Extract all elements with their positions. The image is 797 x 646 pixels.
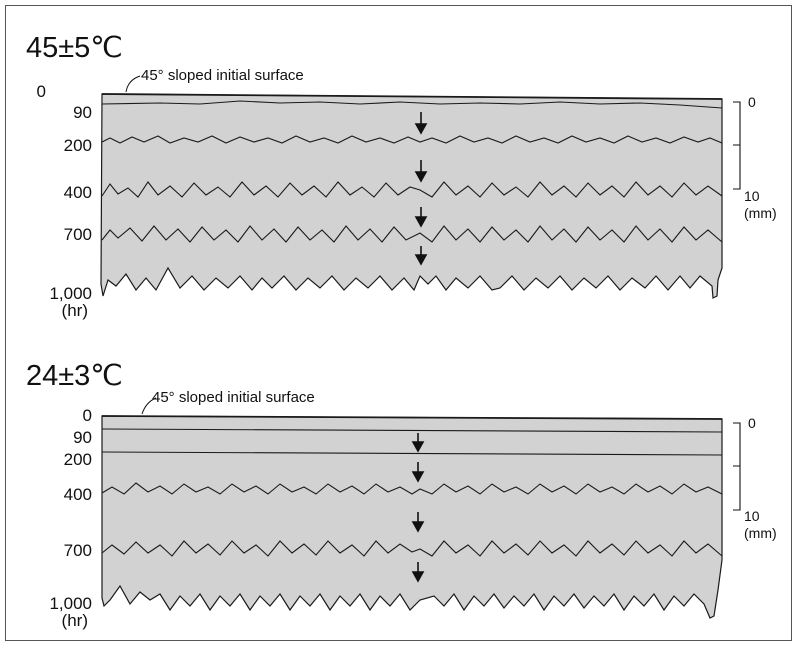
down-arrow-icon [414,254,428,266]
down-arrow-icon [411,471,425,483]
time-label-0: 0 [83,406,92,425]
profile-200hr [101,451,723,456]
scale-bar: 0 10 (mm) [733,94,777,221]
time-label-700: 700 [64,225,92,244]
panel-title: 24±3℃ [26,360,123,392]
arrows [414,112,428,266]
note-leader-line [141,397,157,415]
time-label-400: 400 [64,183,92,202]
initial-surface-line [101,93,723,100]
arrows [411,433,425,583]
profile-90hr [101,100,723,109]
time-label-1000: 1,000 [49,594,92,613]
scale-bottom: 10 [744,188,760,204]
scale-bottom: 10 [744,508,760,524]
time-label-400: 400 [64,485,92,504]
surface-note: 45° sloped initial surface [141,67,304,84]
time-unit: (hr) [62,301,88,320]
time-label-200: 200 [64,136,92,155]
time-unit: (hr) [62,611,88,630]
eroded-sample-shape [101,415,723,619]
time-label-90: 90 [73,103,92,122]
panel-24c: 24±3℃ 45° sloped initial surface 0 90 20… [26,360,777,630]
time-labels: 0 90 200 400 700 1,000 (hr) [37,82,92,320]
down-arrow-icon [411,441,425,453]
surface-note: 45° sloped initial surface [152,389,315,406]
scale-unit: (mm) [744,205,777,221]
down-arrow-icon [414,123,428,135]
panel-title: 45±5℃ [26,32,123,64]
scale-top: 0 [748,415,756,431]
time-label-1000: 1,000 [49,284,92,303]
profile-700hr [101,225,723,243]
down-arrow-icon [414,216,428,228]
note-leader-line [125,75,141,93]
time-label-0: 0 [37,82,46,101]
panel-45c: 45±5℃ 45° sloped initial surface 0 90 20… [26,32,777,320]
scale-top: 0 [748,94,756,110]
profile-90hr [101,428,723,433]
figure-frame [5,5,792,641]
scale-bar: 0 10 (mm) [733,415,777,541]
down-arrow-icon [411,521,425,533]
time-label-200: 200 [64,450,92,469]
down-arrow-icon [411,571,425,583]
time-labels: 0 90 200 400 700 1,000 (hr) [49,406,92,630]
scale-bracket [733,422,741,511]
time-label-700: 700 [64,541,92,560]
scale-unit: (mm) [744,525,777,541]
profile-700hr [101,540,723,557]
initial-surface-line [101,415,723,420]
down-arrow-icon [414,171,428,183]
scale-bracket [733,101,741,190]
time-label-90: 90 [73,428,92,447]
profile-400hr [101,482,723,495]
eroded-sample-shape [100,93,723,299]
profile-200hr [101,135,723,144]
profile-400hr [101,181,723,198]
